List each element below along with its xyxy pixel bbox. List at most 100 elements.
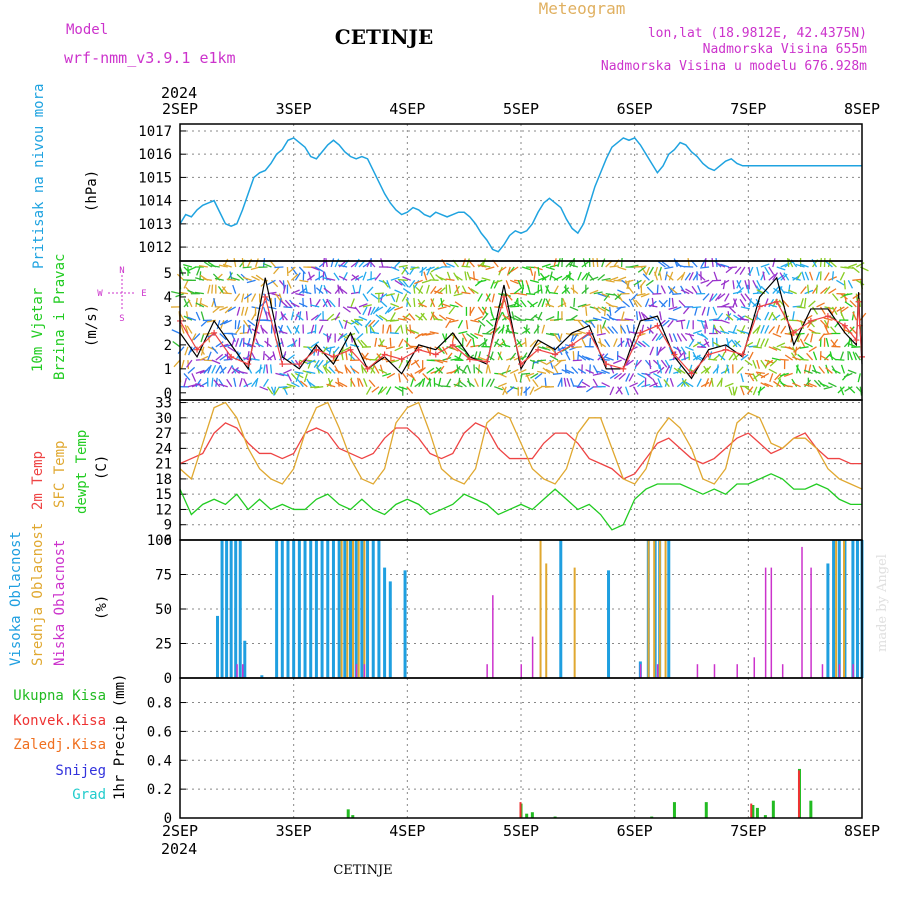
cloud-bar-high [667,540,670,678]
wind-vector [510,369,518,373]
cloud-bar-high [856,540,859,678]
credit-label: made by Angel [875,554,890,652]
wind-vector [796,334,805,335]
wind-vector [593,379,598,387]
pressure-tick-label: 1017 [138,124,172,140]
wind-vector [733,280,734,289]
wind-vector [242,258,243,267]
cloud-bar-mid [358,540,360,678]
precip-bar-total [705,802,708,818]
cloud-bar-high [607,570,610,678]
wind-vector [271,364,272,373]
wind-vector [264,258,265,267]
wind-vector [178,347,184,354]
wind-vector [212,285,213,294]
cloud-bar-low [810,568,812,678]
wind-vector [681,334,686,341]
wind-vector [812,332,821,333]
wind-vector [757,338,760,346]
wind-vector [530,267,532,276]
wind-vector [717,364,718,373]
model-name: wrf-nmm_v3.9.1 e1km [64,49,236,67]
wind-vector [597,258,598,267]
wind-vector [852,267,859,273]
wind-vector [367,387,371,395]
wind-vector [711,378,713,387]
wind-vector [819,366,825,373]
wind-vector [467,365,470,373]
wind-vector [713,307,717,315]
wind-vector [692,286,697,293]
pressure-tick-label: 1012 [138,240,172,256]
wind-vector [784,386,793,387]
meteogram-label: Meteogram [539,0,626,18]
wind-vector [558,258,560,267]
wind-vector [554,366,558,374]
wind-vector [359,285,361,294]
wind-vector [395,326,400,333]
wind-vector [492,294,494,303]
wind-vector [835,360,844,361]
cloud-bar-high [389,581,392,678]
wind-vector [486,365,488,374]
temp-line-sfc [180,403,862,490]
wind-vector [740,319,749,320]
wind-vector [299,280,308,281]
wind-vector [475,379,479,387]
wind-vector [478,294,482,302]
cloud-bar-high [404,570,407,678]
wind-vector [860,313,866,320]
wind-vector [518,370,526,374]
wind-vector [334,273,339,280]
temp-tick-label: 27 [155,426,172,442]
wind-vector [323,258,324,267]
wind-vector [462,292,471,293]
cloud-bar-low [697,664,699,678]
wind-vector [809,347,817,352]
wind-vector [457,365,459,374]
wind-vector [564,378,566,387]
cloud-bar-low [532,637,534,678]
wind-vector [697,379,701,387]
wind-vector [390,338,391,347]
wind-vector [813,307,818,315]
cloud-bar-low [801,547,803,678]
cloud-tick-label: 25 [155,637,172,653]
wind-vector [631,294,637,300]
wind-vector [793,311,795,320]
wind-vector [251,267,260,270]
wind-vector [184,378,186,387]
precip-tick-label: 0.8 [147,696,172,712]
wind-vector [644,320,653,321]
wind-vector [369,380,375,387]
wind-vector [171,292,180,294]
cloud-bar-high [343,540,346,678]
cloud-bar-high [383,568,386,678]
cloud-bar-low [714,664,716,678]
wind-vector [518,294,527,295]
wind-vector [753,280,757,288]
wind-vector [234,258,236,267]
cloud-bar-high [225,540,228,678]
day-label-top: 7SEP [730,100,766,118]
wind-unit: (m/s) [84,305,100,347]
wind-tick-label: 1 [164,362,172,378]
footer-station: CETINJE [333,863,392,878]
wind-vector [542,325,544,334]
wind-vector [264,379,269,387]
wind-vector [283,370,291,374]
wind-vector [524,387,530,393]
wind-vector [402,294,406,302]
cloud-bar-high [838,540,841,678]
cloud-bar-mid [363,540,365,678]
wind-vector [573,334,582,335]
wind-vector [725,383,733,386]
wind-vector [230,271,232,280]
wind-vector [264,351,265,360]
wind-vector [699,274,706,280]
cloud-bar-mid [352,540,354,678]
wind-vector [769,369,777,373]
wind-vector [753,360,756,368]
wind-vector [807,353,813,360]
